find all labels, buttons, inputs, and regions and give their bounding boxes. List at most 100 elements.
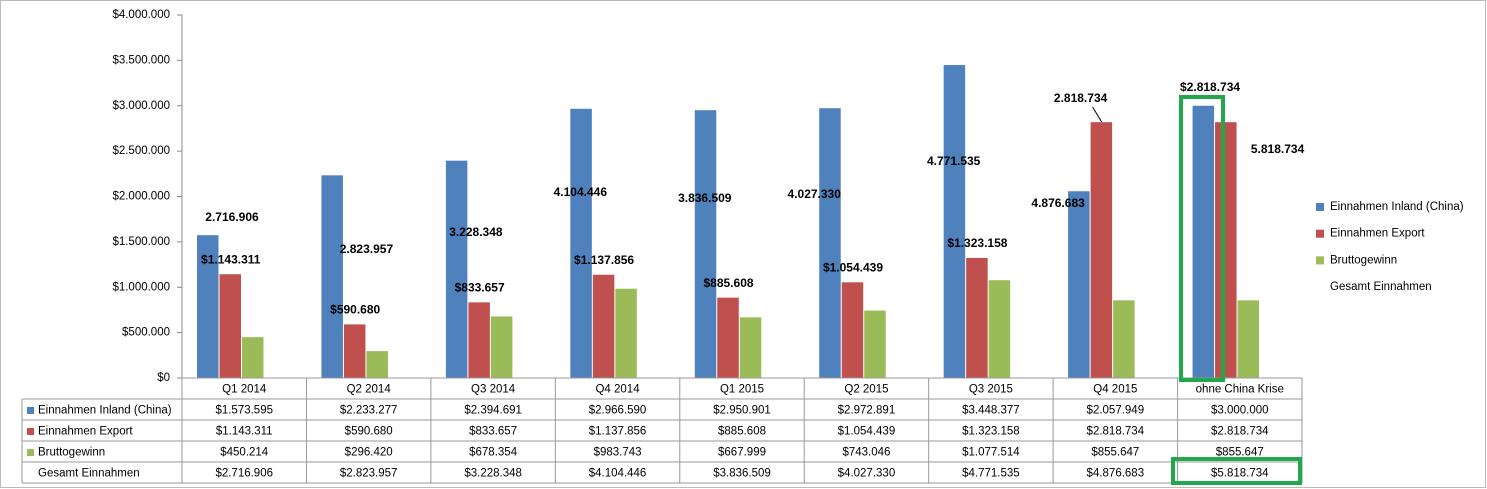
table-cell: $4.771.535 — [962, 468, 1020, 480]
table-row-label: Bruttogewinn — [38, 447, 105, 459]
table-cell: $743.046 — [842, 447, 890, 459]
data-label: 4.104.446 — [554, 185, 608, 199]
x-tick-label: Q1 2015 — [720, 384, 764, 396]
data-label: 3.228.348 — [449, 225, 503, 239]
data-label: $590.680 — [330, 303, 380, 317]
y-tick-label: $3.000.000 — [112, 100, 170, 112]
bar — [694, 110, 717, 378]
bar — [1068, 191, 1090, 378]
table-cell: $855.647 — [1091, 447, 1139, 459]
data-label: $1.143.311 — [201, 252, 261, 266]
data-label: $885.608 — [703, 276, 753, 290]
plot-area: $0 $500.000 $1.000.000 $1.500.000 $2.000.000… — [21, 9, 1464, 484]
y-tick-label: $500.000 — [122, 327, 170, 339]
data-label: 3.836.509 — [678, 191, 732, 205]
table-row-label: Einnahmen Inland (China) — [38, 405, 172, 417]
bar — [219, 274, 241, 378]
table-cell: $885.608 — [718, 426, 766, 438]
table-cell: $2.966.590 — [589, 405, 647, 417]
legend-label: Einnahmen Inland (China) — [1330, 201, 1464, 213]
table-row-label: Einnahmen Export — [38, 426, 133, 438]
table-cell: $296.420 — [345, 447, 393, 459]
table-cell: $3.448.377 — [962, 405, 1020, 417]
table-cell: $2.716.906 — [215, 468, 273, 480]
table-cell: $2.233.277 — [340, 405, 398, 417]
bar — [988, 280, 1011, 378]
bar — [321, 175, 343, 378]
bar — [1090, 122, 1113, 378]
table-row-label: Gesamt Einnahmen — [38, 468, 140, 480]
data-label: 4.876.683 — [1031, 196, 1085, 210]
bar — [1237, 300, 1260, 378]
table-cell: $4.027.330 — [838, 468, 896, 480]
bar — [592, 274, 615, 378]
y-tick-label: $0 — [157, 372, 170, 384]
x-tick-label: Q4 2015 — [1093, 384, 1137, 396]
bar — [819, 108, 841, 378]
table-cell: $4.876.683 — [1087, 468, 1145, 480]
y-tick-label: $2.000.000 — [112, 191, 170, 203]
table-cell: $2.950.901 — [713, 405, 771, 417]
table-cell: $4.104.446 — [589, 468, 647, 480]
table-cell: $1.323.158 — [962, 426, 1020, 438]
data-label: 2.716.906 — [205, 210, 259, 224]
x-tick-label: ohne China Krise — [1196, 384, 1284, 396]
table-cell: $590.680 — [345, 426, 393, 438]
bar — [468, 302, 490, 378]
y-tick-label: $4.000.000 — [112, 9, 170, 21]
legend-label: Bruttogewinn — [1330, 254, 1397, 266]
table-cell: $1.054.439 — [838, 426, 896, 438]
bar — [445, 160, 468, 378]
table-cell: $678.354 — [469, 447, 518, 459]
x-tick-label: Q3 2014 — [471, 384, 516, 396]
data-label: 4.771.535 — [927, 154, 981, 168]
x-tick-label: Q1 2014 — [222, 384, 267, 396]
table-cell: $2.394.691 — [464, 405, 522, 417]
data-label: $833.657 — [455, 281, 505, 295]
table-cell: $855.647 — [1216, 447, 1264, 459]
highlight-box — [1171, 457, 1302, 485]
x-tick-label: Q2 2015 — [844, 384, 888, 396]
table-cell: $3.000.000 — [1211, 405, 1269, 417]
table-cell: $1.143.311 — [216, 426, 273, 438]
y-tick-label: $3.500.000 — [112, 54, 170, 66]
legend-marker — [1316, 256, 1324, 265]
bar — [943, 65, 966, 378]
table-legend-marker — [27, 407, 34, 414]
bar — [1192, 105, 1215, 378]
bar — [343, 324, 366, 378]
bar — [366, 351, 388, 378]
data-label: 5.818.734 — [1251, 142, 1305, 156]
y-tick-label: $1.500.000 — [112, 236, 170, 248]
data-label: 4.027.330 — [788, 187, 842, 201]
table-cell: $667.999 — [718, 447, 766, 459]
bar — [1113, 300, 1135, 378]
bar — [841, 282, 864, 378]
leader-line — [1092, 106, 1103, 123]
table-cell: $450.214 — [220, 447, 269, 459]
legend-label: Einnahmen Export — [1330, 228, 1425, 240]
bar — [242, 337, 264, 378]
data-label: 2.823.957 — [340, 242, 394, 256]
legend-label: Gesamt Einnahmen — [1330, 281, 1432, 293]
table-cell: $2.823.957 — [340, 468, 398, 480]
bar — [570, 108, 592, 379]
bar — [490, 316, 513, 378]
bar — [615, 288, 637, 378]
table-cell: $2.818.734 — [1087, 426, 1145, 438]
x-tick-label: Q2 2014 — [347, 384, 392, 396]
data-label: 2.818.734 — [1054, 91, 1108, 105]
table-cell: $2.057.949 — [1087, 405, 1145, 417]
bar — [1215, 122, 1237, 378]
table-cell: $3.228.348 — [464, 468, 522, 480]
x-tick-label: Q4 2014 — [595, 384, 640, 396]
table-cell: $833.657 — [469, 426, 517, 438]
x-tick-label: Q3 2015 — [969, 384, 1013, 396]
bar — [197, 235, 219, 378]
data-label: $1.137.856 — [574, 253, 634, 267]
table-cell: $983.743 — [594, 447, 642, 459]
table-cell: $1.137.856 — [589, 426, 647, 438]
y-tick-label: $2.500.000 — [112, 145, 170, 157]
